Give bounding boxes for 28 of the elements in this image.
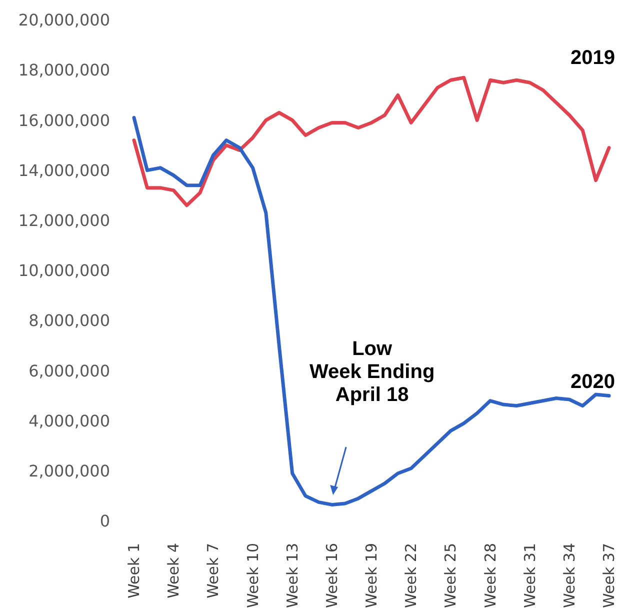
x-tick-label: Week 16 — [322, 543, 341, 608]
x-tick-label: Week 13 — [283, 543, 302, 608]
x-tick-label: Week 22 — [402, 543, 420, 608]
x-tick-label: Week 4 — [164, 543, 183, 598]
series-label: 2020 — [570, 370, 615, 393]
y-tick-label: 16,000,000 — [18, 110, 110, 130]
x-tick-label: Week 28 — [481, 543, 500, 608]
y-tick-label: 2,000,000 — [28, 462, 110, 480]
x-tick-label: Week 31 — [520, 543, 539, 608]
y-tick-label: 6,000,000 — [28, 361, 110, 380]
y-tick-label: 12,000,000 — [18, 211, 110, 230]
x-tick-label: Week 25 — [442, 543, 460, 608]
y-tick-label: 10,000,000 — [18, 261, 110, 280]
series-label: 2019 — [570, 47, 615, 69]
y-tick-label: 18,000,000 — [18, 60, 110, 80]
y-tick-label: 0 — [100, 512, 110, 531]
annotation: Low Week Ending April 18 — [309, 338, 435, 406]
y-tick-label: 4,000,000 — [28, 411, 110, 430]
x-tick-label: Week 7 — [204, 543, 222, 598]
line-series — [132, 76, 611, 208]
x-tick-label: Week 1 — [125, 543, 143, 598]
y-tick-label: 14,000,000 — [18, 160, 110, 180]
y-tick-label: 20,000,000 — [18, 10, 110, 30]
x-tick-label: Week 10 — [244, 543, 262, 608]
y-tick-label: 8,000,000 — [28, 311, 110, 330]
x-tick-label: Week 34 — [560, 543, 578, 608]
x-tick-label: Week 19 — [362, 543, 380, 608]
x-tick-label: Week 37 — [600, 543, 618, 608]
